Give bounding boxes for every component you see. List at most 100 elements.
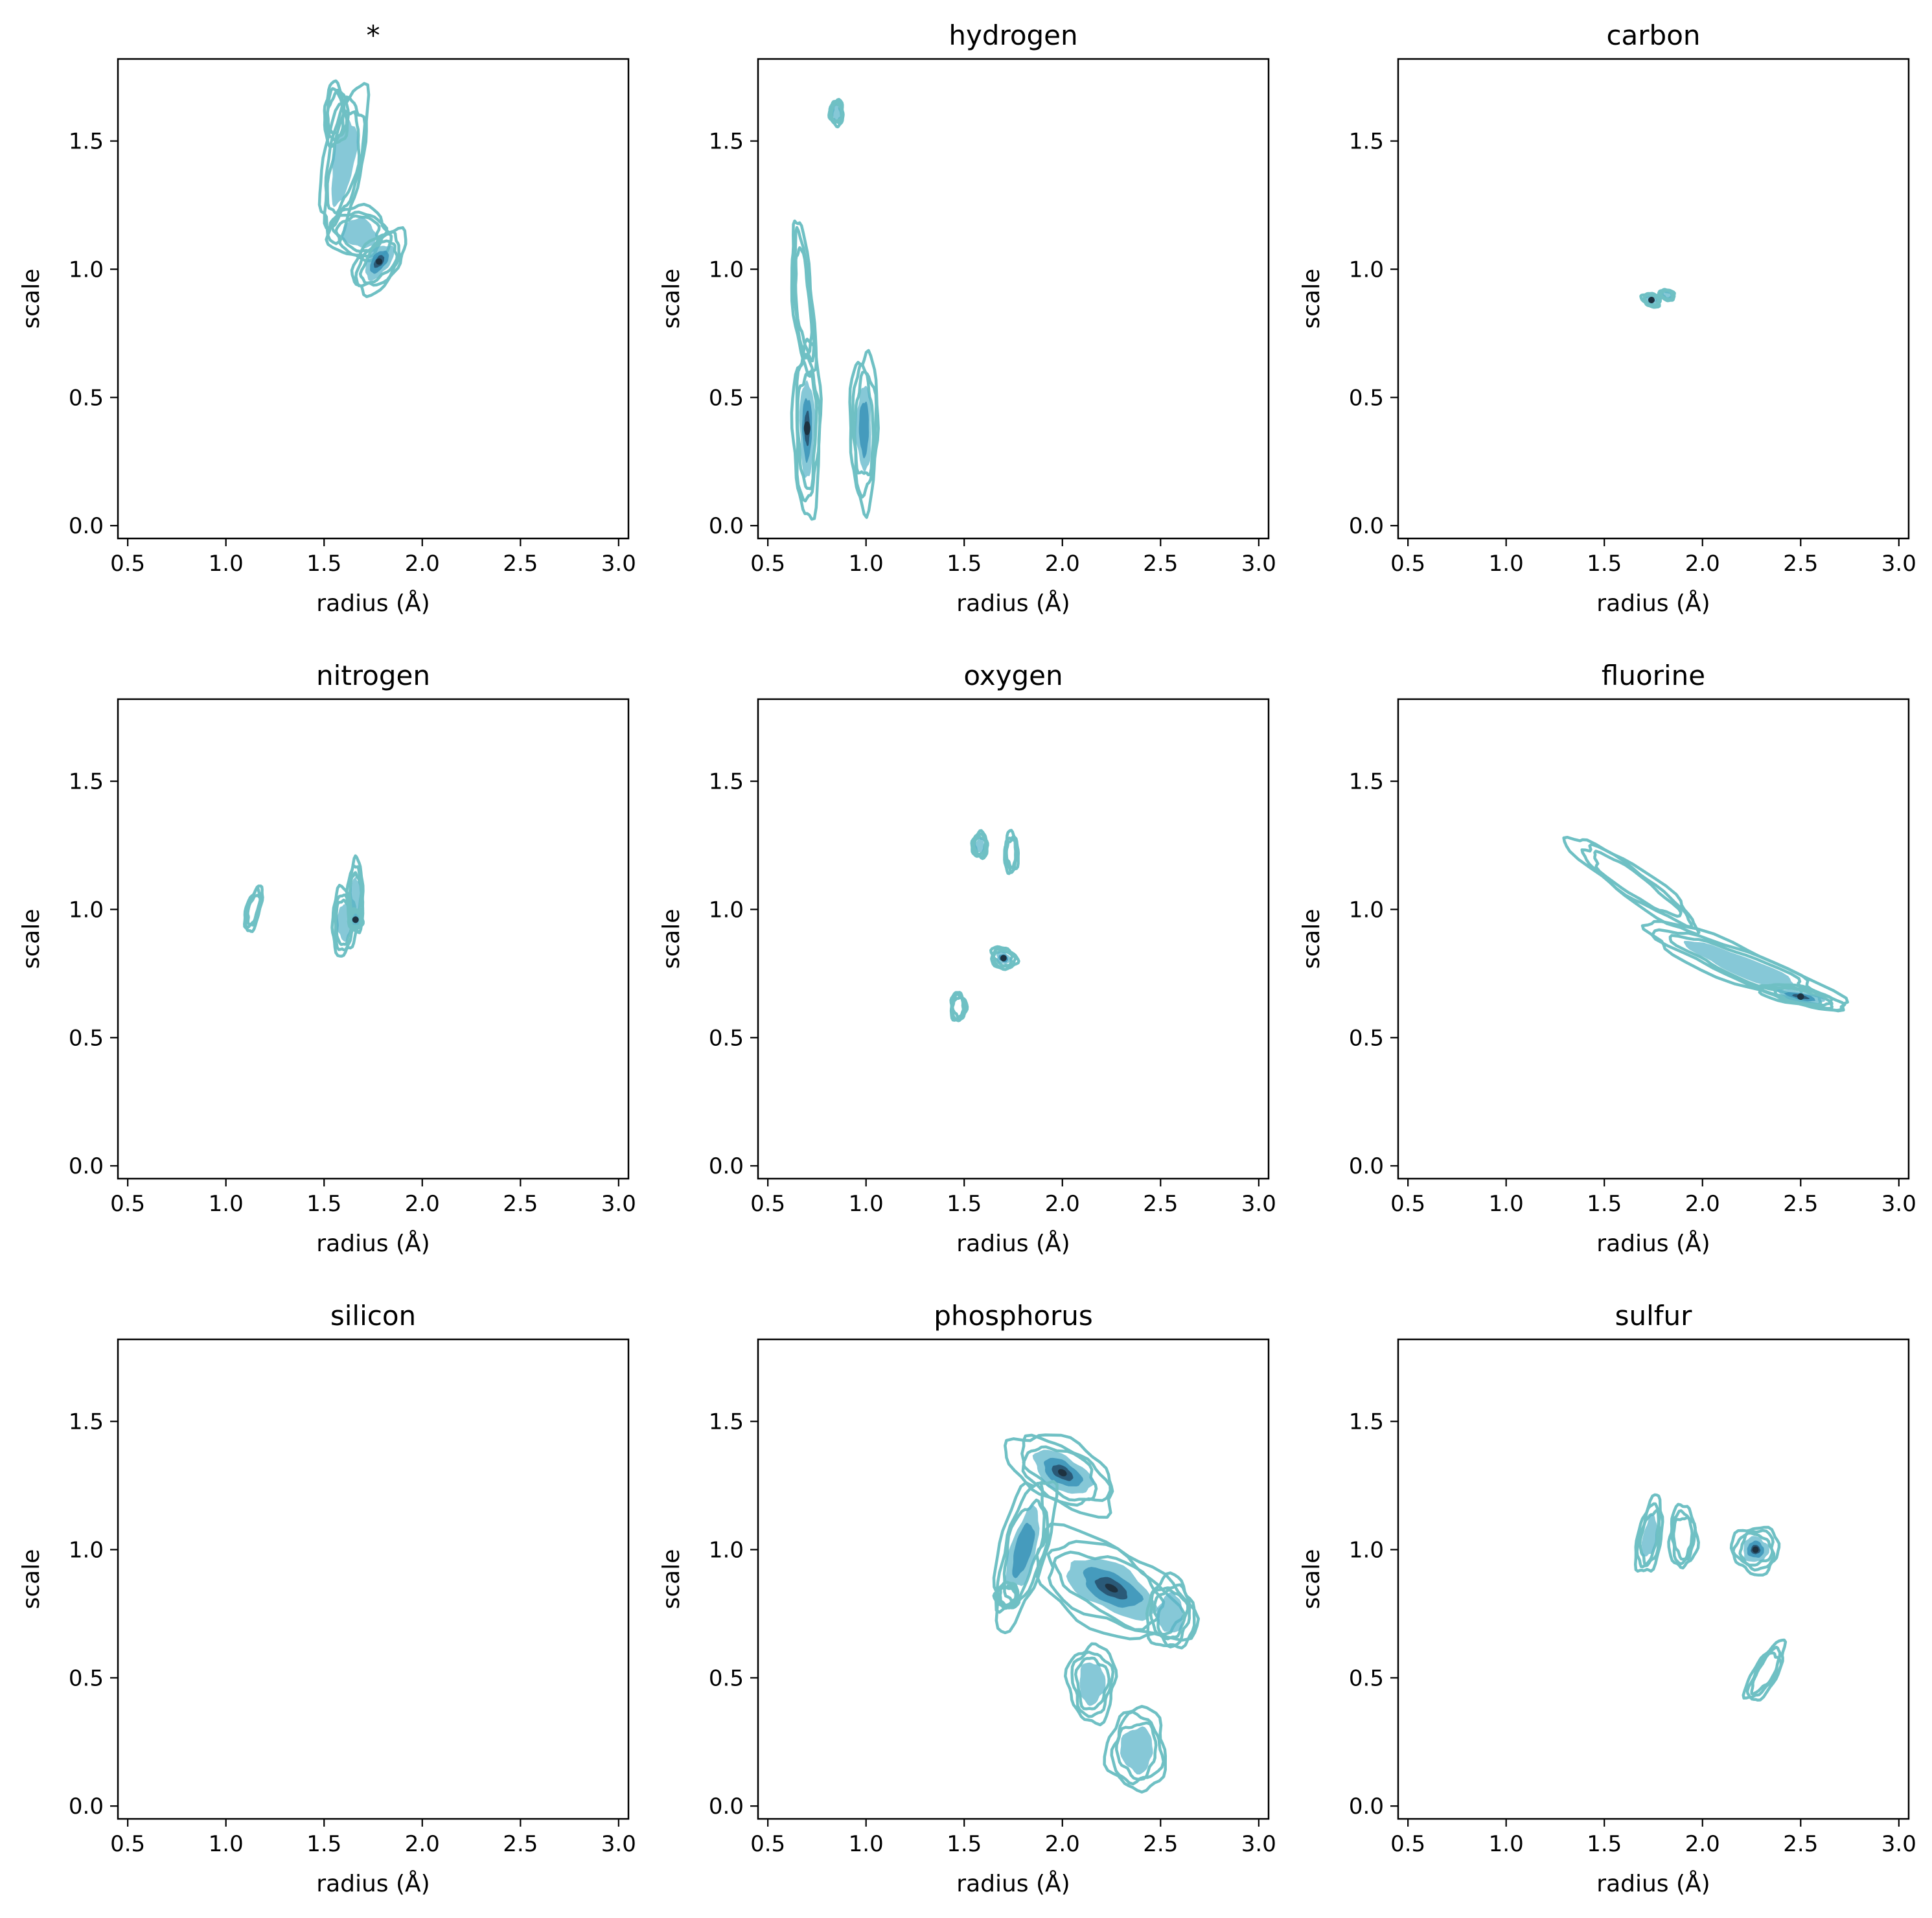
density-region [992,1580,1021,1610]
contour-line [992,1580,1021,1610]
density-contours [1639,288,1676,309]
x-axis-label: radius (Å) [316,1869,430,1897]
subplot-title: * [367,19,380,51]
x-tick-label: 2.5 [503,551,538,577]
y-tick-label: 0.5 [1349,1665,1384,1691]
x-tick-label: 3.0 [1881,551,1916,577]
contour-line [1020,1433,1112,1507]
y-tick-label: 1.5 [709,129,744,155]
density-region [790,338,823,521]
x-tick-label: 3.0 [1881,1191,1916,1217]
contour-line [243,884,264,933]
contour-line [246,894,262,927]
x-tick-label: 2.5 [1143,551,1178,577]
axes-frame [757,698,1270,1180]
density-peak [1797,993,1804,1000]
y-tick-label: 0.5 [69,1665,104,1691]
x-tick-label: 1.0 [1489,551,1524,577]
density-region [1667,1503,1700,1570]
y-axis-label: scale [18,269,45,329]
density-fill [833,105,841,120]
x-tick-label: 2.5 [1783,1831,1818,1857]
contour-line [851,362,878,499]
x-tick-label: 3.0 [1881,1831,1916,1857]
contour-line [1103,1705,1167,1794]
x-tick-label: 0.5 [1390,1831,1425,1857]
contour-line [1745,1645,1783,1699]
x-tick-label: 2.5 [1783,1191,1818,1217]
y-tick-label: 1.5 [709,769,744,795]
contour-line [1149,1583,1191,1648]
axes-frame [117,58,630,540]
axes-frame [757,58,1270,540]
x-axis-label: radius (Å) [1596,1869,1710,1897]
density-fill [858,401,869,459]
density-region [848,349,880,519]
contour-line [1005,838,1017,870]
y-tick-label: 1.0 [709,1537,744,1563]
x-tick-label: 0.5 [750,1191,785,1217]
density-region [345,854,365,934]
density-region [949,991,969,1023]
density-region [1756,983,1846,1012]
y-tick-label: 1.5 [1349,769,1384,795]
subplot-title: nitrogen [316,660,430,691]
y-tick-label: 0.0 [69,1794,104,1820]
x-axis-label: radius (Å) [956,589,1070,617]
y-tick-label: 1.0 [69,1537,104,1563]
density-contours [1562,835,1849,1013]
subplot-title: phosphorus [934,1300,1093,1332]
contour-line [790,338,823,521]
density-region [1639,292,1662,309]
contour-line [334,214,381,253]
y-tick-label: 1.5 [69,1409,104,1435]
contour-line [1052,1551,1166,1632]
contour-line [354,229,401,288]
density-region [827,98,845,129]
density-region [1064,1642,1118,1727]
x-axis-label: radius (Å) [1596,589,1710,617]
x-axis-label: radius (Å) [956,1869,1070,1897]
x-tick-label: 0.5 [750,1831,785,1857]
x-tick-label: 2.5 [1143,1191,1178,1217]
density-region [1742,1638,1788,1702]
density-peak [1105,1584,1118,1593]
y-tick-label: 0.0 [69,513,104,539]
subplot-title: oxygen [963,660,1063,691]
x-tick-label: 2.0 [1685,551,1720,577]
contour-line [1145,1571,1196,1650]
y-tick-label: 0.0 [1349,1794,1384,1820]
density-fill [975,838,984,853]
y-tick-label: 0.5 [1349,1025,1384,1051]
contour-line [350,226,408,299]
contour-line [853,370,875,477]
contour-line [792,225,816,363]
x-tick-label: 1.5 [947,1831,982,1857]
y-tick-label: 1.0 [1349,1537,1384,1563]
y-axis-label: scale [18,909,45,969]
x-tick-label: 0.5 [110,551,145,577]
contour-line [1731,1529,1776,1572]
contour-line [1064,1642,1118,1727]
y-tick-label: 0.0 [709,1794,744,1820]
contour-line [1639,1508,1661,1566]
x-tick-label: 2.0 [1045,1191,1080,1217]
density-fill [351,877,360,918]
contour-line [1035,1522,1201,1642]
y-tick-label: 0.0 [709,1153,744,1179]
density-peak [1057,1469,1067,1477]
y-axis-label: scale [658,909,685,969]
y-tick-label: 1.0 [1349,897,1384,923]
contour-line [1738,1531,1774,1567]
density-peak [803,421,811,435]
x-tick-label: 3.0 [1241,551,1276,577]
density-fill [1012,1523,1035,1578]
density-peak [352,916,359,923]
x-tick-label: 2.0 [405,1191,440,1217]
x-tick-label: 2.5 [1143,1831,1178,1857]
